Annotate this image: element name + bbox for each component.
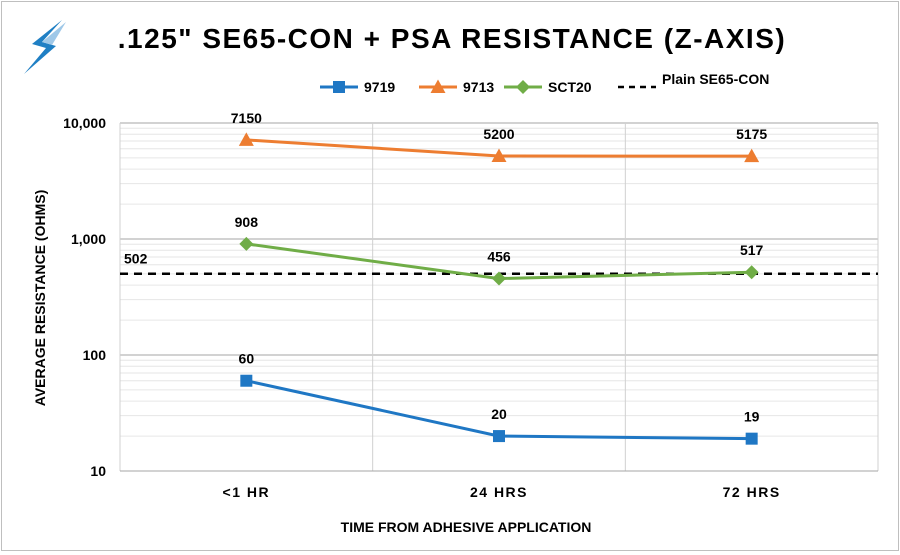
logo-icon bbox=[24, 20, 66, 74]
y-axis-label: AVERAGE RESISTANCE (OHMS) bbox=[32, 190, 48, 407]
chart-title: .125" SE65-CON + PSA RESISTANCE (Z-AXIS) bbox=[118, 23, 786, 54]
data-point bbox=[744, 265, 759, 280]
x-tick-label: 72 HRS bbox=[723, 484, 781, 500]
data-label: 5175 bbox=[736, 126, 767, 142]
data-point bbox=[491, 148, 507, 162]
data-label: 19 bbox=[744, 409, 760, 425]
data-point bbox=[238, 132, 254, 146]
data-label: 908 bbox=[235, 214, 259, 230]
data-point bbox=[239, 236, 254, 251]
y-tick-label: 10,000 bbox=[63, 115, 106, 131]
data-label: 517 bbox=[740, 242, 764, 258]
legend-item-sct20: SCT20 bbox=[504, 79, 592, 95]
legend: 9719 9713 SCT20 Plain SE65-CON bbox=[320, 71, 769, 95]
legend-marker bbox=[430, 79, 446, 93]
data-label: 456 bbox=[487, 249, 511, 265]
data-point bbox=[240, 374, 253, 387]
legend-item-9719: 9719 bbox=[320, 79, 395, 95]
legend-marker bbox=[516, 80, 530, 94]
x-axis-label: TIME FROM ADHESIVE APPLICATION bbox=[341, 519, 592, 535]
legend-label: SCT20 bbox=[548, 79, 592, 95]
data-point bbox=[493, 430, 505, 443]
data-label: 20 bbox=[491, 406, 507, 422]
legend-item-plain-se65-con: Plain SE65-CON bbox=[618, 71, 769, 89]
legend-label: 9719 bbox=[364, 79, 395, 95]
series-9719: 60 20 19 bbox=[239, 351, 760, 445]
x-tick-label: 24 HRS bbox=[470, 484, 528, 500]
reference-line-label: 502 bbox=[124, 251, 148, 267]
series-9713: 7150 5200 5175 bbox=[231, 110, 767, 163]
y-tick-label: 1,000 bbox=[71, 231, 106, 247]
x-tick-label: <1 HR bbox=[223, 484, 271, 500]
x-axis-ticks: <1 HR 24 HRS 72 HRS bbox=[223, 484, 781, 500]
legend-marker bbox=[333, 81, 345, 93]
y-tick-label: 10 bbox=[90, 463, 106, 479]
series-sct20: 908 456 517 bbox=[235, 214, 764, 286]
data-label: 7150 bbox=[231, 110, 262, 126]
data-label: 5200 bbox=[483, 126, 514, 142]
series-group: 60 20 19 7150 5200 5175 908 456 517 bbox=[231, 110, 767, 445]
legend-item-9713: 9713 bbox=[419, 79, 494, 95]
data-point bbox=[492, 271, 506, 286]
data-label: 60 bbox=[239, 351, 255, 367]
y-tick-label: 100 bbox=[83, 347, 107, 363]
legend-label: 9713 bbox=[463, 79, 494, 95]
data-point bbox=[745, 432, 758, 445]
y-axis-ticks: 10 100 1,000 10,000 bbox=[63, 115, 106, 479]
data-point bbox=[744, 148, 760, 163]
legend-label: Plain SE65-CON bbox=[662, 71, 769, 87]
